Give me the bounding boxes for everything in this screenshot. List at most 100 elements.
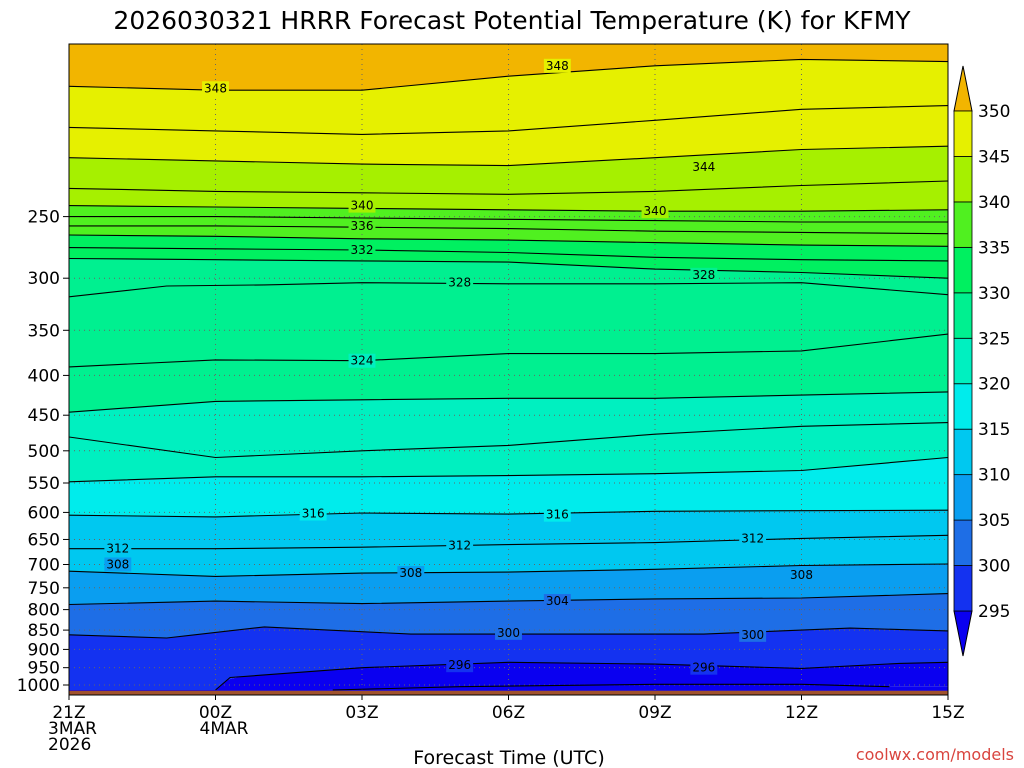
contour-label: 296	[692, 661, 715, 675]
contour-label-bg	[788, 567, 815, 582]
isentrope-344	[69, 145, 948, 167]
isentrope-338	[69, 216, 948, 223]
x-tick-label: 06Z	[492, 703, 525, 723]
isentrope-330	[69, 257, 948, 279]
contour-label-bg	[446, 658, 474, 673]
colorbar-segment	[953, 428, 973, 476]
theta-band	[69, 146, 948, 195]
y-tick-label: 900	[28, 640, 60, 660]
contour-label-bg	[690, 660, 718, 675]
x-tick-label: 4MAR	[200, 719, 249, 739]
isentrope-292	[332, 683, 890, 691]
contour-label: 340	[351, 199, 374, 213]
y-tick-label: 250	[28, 208, 60, 228]
colorbar-segment	[953, 156, 973, 203]
y-tick-label: 300	[28, 269, 60, 289]
theta-band	[69, 626, 948, 690]
isentrope-346	[69, 105, 948, 135]
contour-label-bg	[446, 538, 474, 553]
colorbar-tick-label: 310	[978, 466, 1010, 486]
y-tick-label: 550	[28, 474, 60, 494]
x-tick-label: 3MAR	[48, 719, 97, 739]
theta-band	[69, 205, 948, 222]
isentrope-332	[69, 247, 948, 262]
y-tick-label: 350	[28, 321, 60, 341]
isentrope-336	[69, 225, 948, 235]
colorbar: 295 300 305 310 315 320 325 330 335 340 345 350	[953, 65, 1010, 657]
theta-band	[69, 334, 948, 413]
y-tick-label: 1000	[17, 676, 60, 696]
colorbar-extend-bottom	[953, 610, 973, 657]
contour-label: 300	[497, 626, 520, 640]
y-tick-label: 800	[28, 601, 60, 621]
isentrope-300	[69, 626, 948, 639]
theta-band	[69, 59, 948, 135]
contour-label: 328	[448, 276, 471, 290]
contour-label-bg	[348, 243, 376, 258]
theta-band	[69, 235, 948, 261]
contour-label: 348	[546, 59, 569, 73]
contour-label: 324	[351, 354, 374, 368]
grid	[69, 44, 948, 695]
colorbar-tick-label: 300	[978, 557, 1010, 577]
theta-band	[69, 216, 948, 234]
colorbar-segment	[953, 110, 973, 157]
colorbar-segment	[953, 474, 973, 521]
contour-label-bg	[641, 204, 669, 219]
contour-label-bg	[446, 275, 474, 290]
contour-label: 300	[741, 628, 764, 642]
theta-band	[69, 225, 948, 247]
y-tick-label: 950	[28, 659, 60, 679]
contour-label: 312	[106, 542, 129, 556]
isentrope-326	[69, 333, 948, 368]
y-tick-label: 500	[28, 442, 60, 462]
colorbar-segment	[953, 383, 973, 430]
x-tick-label: 09Z	[638, 703, 671, 723]
colorbar-segment	[953, 337, 973, 385]
isentrope-296	[215, 661, 948, 691]
isentrope-304	[69, 593, 948, 606]
colorbar-tick-label: 325	[978, 329, 1010, 349]
colorbar-segment	[953, 565, 973, 612]
y-tick-label: 400	[28, 366, 60, 386]
contour-label: 348	[204, 81, 227, 95]
colorbar-segment	[953, 246, 973, 294]
contour-label-bg	[690, 160, 718, 175]
x-tick-label: 00Z	[199, 703, 232, 723]
contour-label-bg	[690, 267, 718, 282]
theta-band	[69, 422, 948, 482]
x-tick-label: 15Z	[931, 703, 964, 723]
contour-label-bg	[397, 566, 425, 581]
y-tick-label: 450	[28, 406, 60, 426]
y-tick-label: 750	[28, 579, 60, 599]
contour-label: 312	[741, 531, 764, 545]
isentrope-324	[69, 391, 948, 413]
contour-label-bg	[299, 506, 327, 521]
ground-surface	[69, 690, 948, 695]
contour-label-bg	[543, 58, 571, 73]
isentrope-312	[69, 534, 948, 550]
contour-label-bg	[104, 557, 132, 572]
filled-theta-bands	[69, 44, 948, 695]
colorbar-tick-label: 340	[978, 193, 1010, 213]
theta-band	[69, 662, 948, 690]
contour-label: 332	[351, 243, 374, 257]
colorbar-tick-label: 315	[978, 420, 1010, 440]
contour-label-bg	[543, 594, 571, 609]
theta-band	[69, 593, 948, 638]
x-tick-label: 2026	[48, 735, 91, 755]
contour-label-bg	[739, 627, 767, 642]
colorbar-tick-label: 350	[978, 102, 1010, 122]
contour-label-bg	[348, 353, 376, 368]
contour-label: 340	[644, 204, 667, 218]
colorbar-tick-label: 330	[978, 284, 1010, 304]
contour-label: 316	[302, 507, 325, 521]
colorbar-tick-label: 305	[978, 511, 1010, 531]
y-tick-label: 700	[28, 555, 60, 575]
y-tick-label: 850	[28, 621, 60, 641]
isentrope-320	[69, 456, 948, 483]
contour-label-bg	[202, 81, 229, 96]
y-axis: 2503003504004505005506006507007508008509…	[17, 208, 69, 696]
y-tick-label: 650	[28, 530, 60, 550]
contour-label-bg	[739, 531, 767, 546]
